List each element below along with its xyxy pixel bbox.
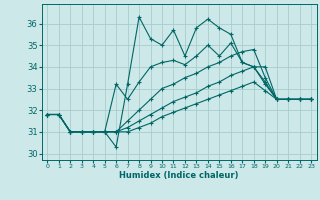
X-axis label: Humidex (Indice chaleur): Humidex (Indice chaleur) (119, 171, 239, 180)
